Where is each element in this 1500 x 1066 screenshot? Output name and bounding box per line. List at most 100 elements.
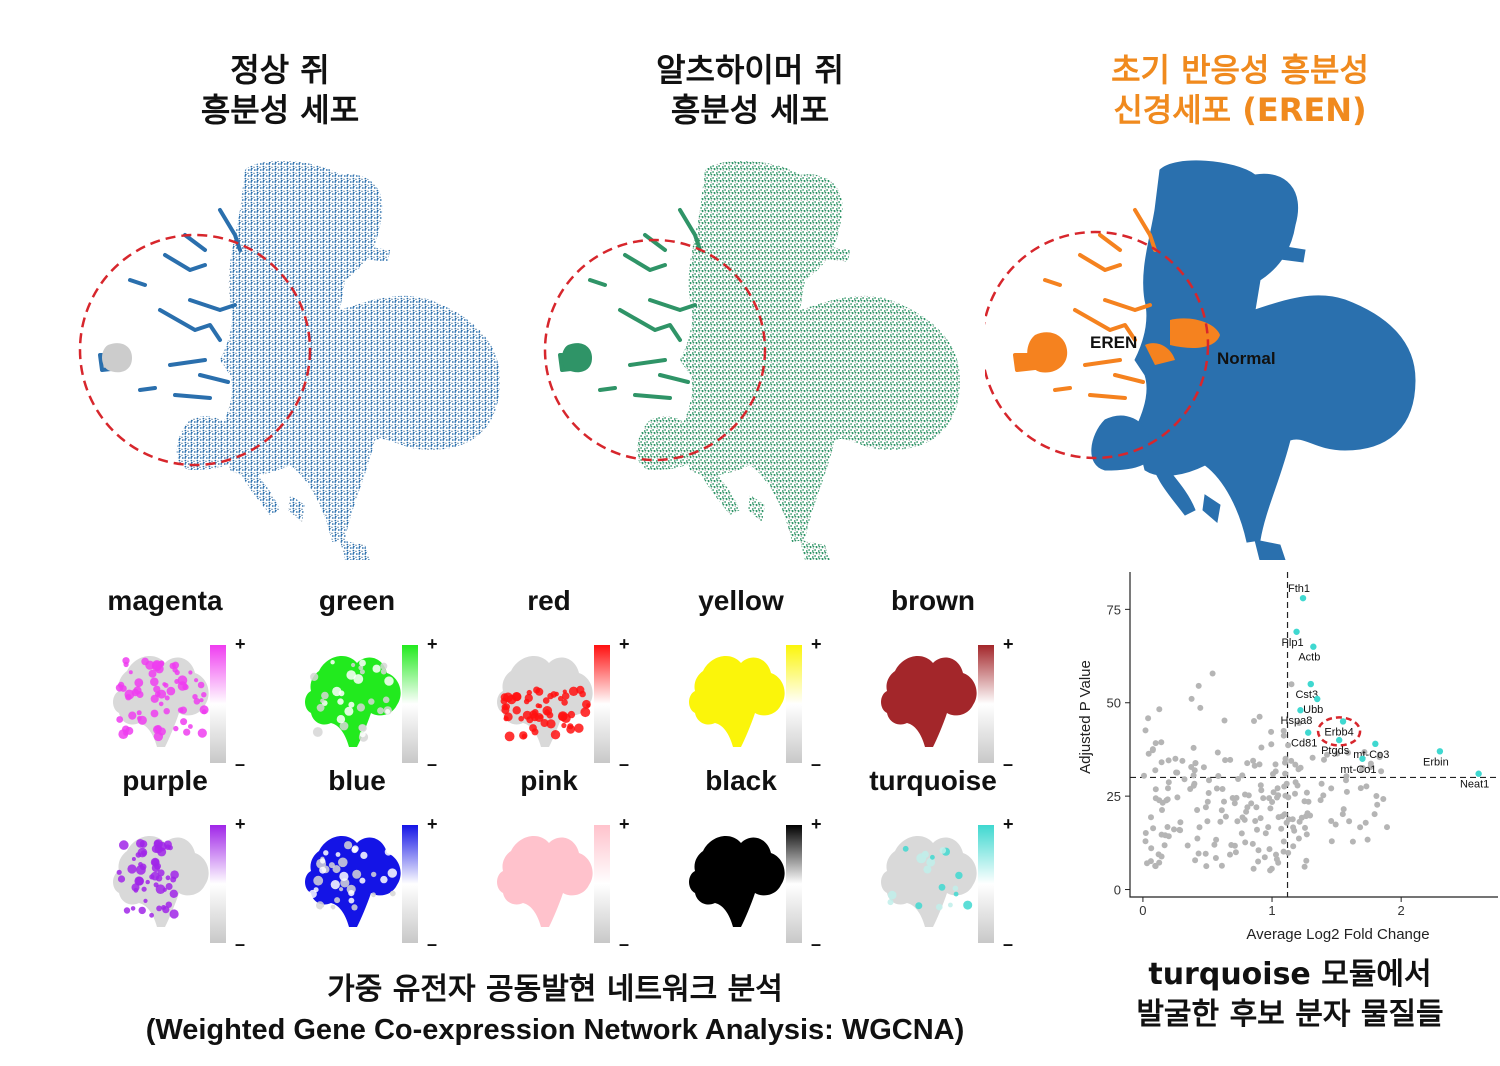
volcano-point <box>1192 857 1199 864</box>
module-cell-dot <box>166 686 176 696</box>
volcano-point <box>1159 807 1165 813</box>
module-cell-dot <box>330 880 340 890</box>
umap-branch <box>1133 208 1157 252</box>
x-tick-label: 0 <box>1139 903 1146 918</box>
module-cell-dot <box>567 710 576 719</box>
volcano-point <box>1217 818 1224 825</box>
volcano-point <box>1273 851 1279 858</box>
module-cell-dot <box>337 698 344 705</box>
volcano-point <box>1248 800 1255 807</box>
volcano-point <box>1227 756 1234 763</box>
module-cell-dot <box>359 659 366 667</box>
module-cell-dot <box>116 869 122 875</box>
umap-branch <box>128 278 147 287</box>
volcano-point <box>1288 681 1295 688</box>
module-cell-dot <box>150 677 159 687</box>
module-cell-dot <box>313 875 324 886</box>
module-cell-dot <box>574 723 584 733</box>
module-cell-dot <box>197 681 205 689</box>
module-cell-dot <box>352 869 362 879</box>
volcano-point <box>1318 780 1325 787</box>
umap-branch <box>1113 373 1145 384</box>
volcano-point <box>1149 747 1156 754</box>
volcano-point <box>1280 848 1287 855</box>
gene-label-erbb4: Erbb4 <box>1324 726 1353 738</box>
volcano-point <box>1156 706 1163 713</box>
volcano-point <box>1275 859 1282 866</box>
volcano-point <box>1238 830 1245 837</box>
volcano-point <box>1305 798 1312 805</box>
volcano-point <box>1232 849 1239 856</box>
module-cell-dot <box>380 668 387 675</box>
volcano-point <box>1142 727 1149 734</box>
module-title-yellow: yellow <box>698 585 784 616</box>
module-cell-dot <box>169 889 178 898</box>
module-cell-dot <box>386 715 391 720</box>
module-cell-dot <box>154 862 161 870</box>
volcano-point <box>1345 749 1351 756</box>
volcano-point <box>1258 787 1265 794</box>
umap-branch <box>183 233 207 252</box>
module-cell-dot <box>353 674 364 684</box>
module-cell-dot <box>360 851 368 859</box>
module-cell-dot <box>164 695 170 701</box>
legend-minus-sign: – <box>427 934 437 950</box>
legend-minus-sign: – <box>811 754 821 770</box>
volcano-point <box>1152 767 1159 774</box>
umap-branch <box>1088 393 1127 400</box>
gene-label-hspa8: Hspa8 <box>1281 715 1313 727</box>
module-cell-dot <box>887 890 897 900</box>
umap-branch <box>1073 308 1137 342</box>
volcano-point <box>1158 739 1165 746</box>
module-cell-dot <box>368 698 375 705</box>
module-cell-dot <box>136 710 142 716</box>
module-cell-dot <box>387 868 397 878</box>
module-cell-dot <box>138 906 146 915</box>
module-panel-yellow: +– <box>689 635 822 770</box>
volcano-point <box>1197 704 1204 711</box>
module-cell-dot <box>128 670 133 675</box>
volcano-point <box>1328 818 1335 824</box>
module-cell-dot <box>143 898 148 903</box>
umap-branch <box>648 298 697 312</box>
umap-cluster <box>340 540 370 560</box>
eren-cluster-label: EREN <box>1090 333 1137 352</box>
umap-branch <box>1103 298 1152 312</box>
module-cell-dot <box>346 670 356 680</box>
volcano-point <box>1283 780 1290 787</box>
module-panel-black: +– <box>689 815 822 950</box>
module-cell-dot <box>542 697 550 704</box>
volcano-point <box>1371 811 1378 818</box>
y-tick-label: 25 <box>1107 789 1121 804</box>
gene-label-fth1: Fth1 <box>1288 583 1310 595</box>
module-cell-dot <box>500 697 508 705</box>
module-cell-dot <box>358 665 364 671</box>
umap-cluster <box>176 416 238 470</box>
umap-cluster <box>818 245 850 262</box>
volcano-point <box>1266 846 1273 853</box>
gene-label-plp1: Plp1 <box>1282 637 1304 649</box>
volcano-point <box>1244 804 1251 811</box>
module-cell-dot <box>385 709 391 714</box>
module-umap-silhouette <box>689 656 785 747</box>
volcano-point <box>1278 825 1285 832</box>
umap-cluster <box>748 495 765 522</box>
volcano-point <box>1144 860 1150 867</box>
volcano-point <box>1234 818 1241 825</box>
module-cell-dot <box>380 662 388 670</box>
module-cell-dot <box>902 845 909 852</box>
volcano-point <box>1282 755 1289 762</box>
module-cell-dot <box>926 857 936 867</box>
umap-branch <box>1098 233 1122 252</box>
volcano-point <box>1249 840 1256 847</box>
volcano-caption-line1: turquoise 모듈에서 <box>1148 957 1432 992</box>
legend-plus-sign: + <box>619 815 630 834</box>
module-cell-dot <box>561 692 570 700</box>
module-cell-dot <box>308 889 317 899</box>
volcano-point <box>1304 810 1311 817</box>
module-panel-blue: +– <box>305 815 438 950</box>
module-cell-dot <box>953 891 959 897</box>
volcano-point <box>1165 779 1172 786</box>
volcano-point <box>1279 813 1286 820</box>
umap-title-normal-line1: 정상 쥐 <box>230 51 330 89</box>
